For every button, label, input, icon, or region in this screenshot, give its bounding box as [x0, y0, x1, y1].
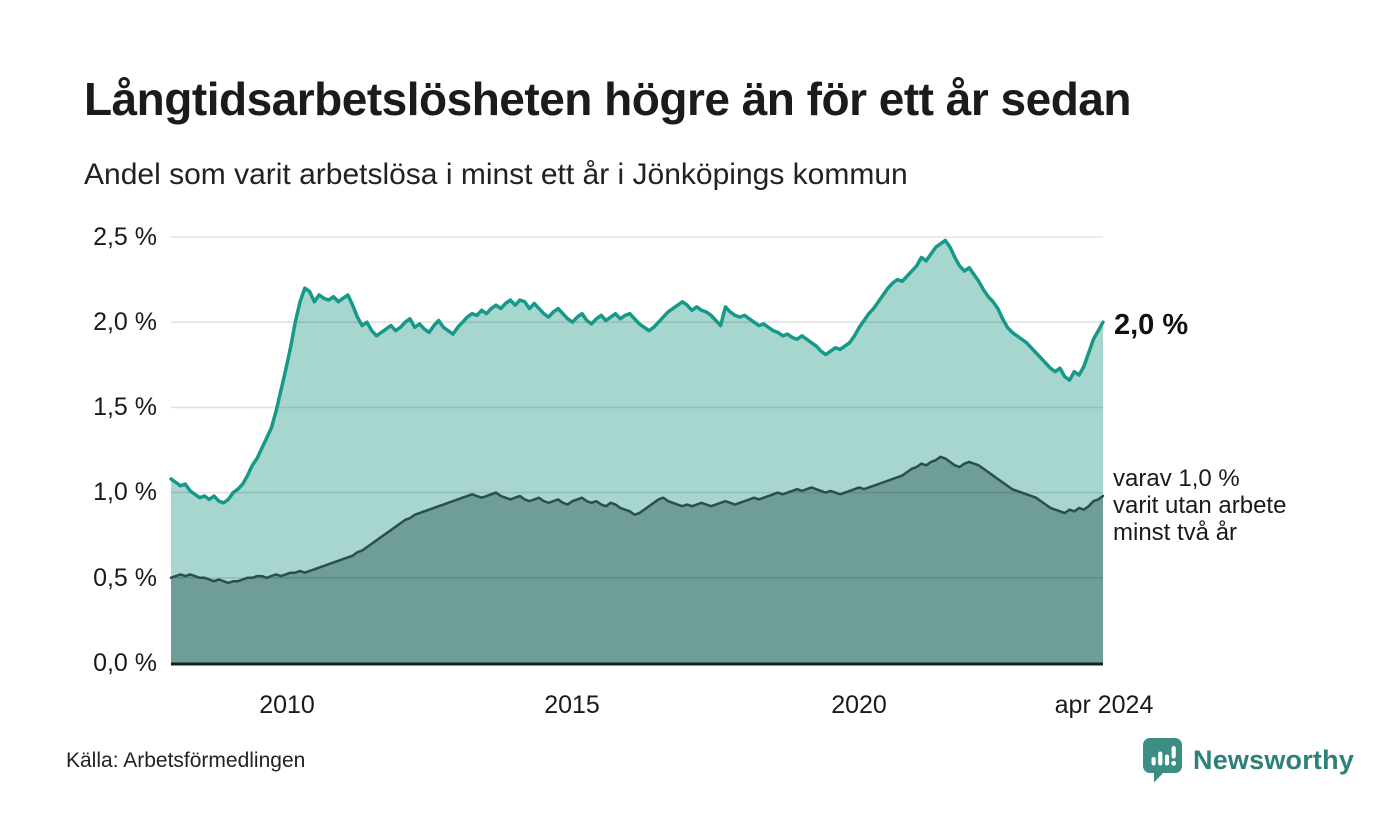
inner-series-annotation: varav 1,0 % varit utan arbete minst två …	[1113, 465, 1286, 546]
bar-chart-speech-bubble-icon	[1143, 738, 1182, 783]
y-tick-label: 0,5 %	[93, 564, 157, 592]
area-series-2year	[171, 456, 1103, 663]
chart-title: Långtidsarbetslösheten högre än för ett …	[84, 73, 1131, 125]
annotation-line: varav 1,0 %	[1113, 465, 1240, 492]
newsworthy-wordmark: Newsworthy	[1193, 744, 1355, 775]
line-series-1year	[169, 238, 1105, 505]
source-text: Källa: Arbetsförmedlingen	[66, 749, 306, 772]
newsworthy-logo: Newsworthy	[1142, 737, 1354, 783]
grid-lines	[171, 236, 1103, 579]
y-tick-label: 1,5 %	[93, 393, 157, 421]
chart-subtitle: Andel som varit arbetslösa i minst ett å…	[84, 158, 908, 191]
x-tick-label: 2020	[831, 691, 887, 719]
x-tick-label: 2015	[544, 691, 600, 719]
end-value-label: 2,0 %	[1114, 309, 1189, 341]
annotation-line: varit utan arbete	[1113, 492, 1287, 519]
y-tick-label: 2,0 %	[93, 308, 157, 336]
y-tick-label: 2,5 %	[93, 223, 157, 251]
x-tick-label: apr 2024	[1054, 691, 1154, 719]
line-series-2year	[169, 455, 1105, 585]
x-tick-label: 2010	[259, 691, 315, 719]
y-tick-label: 0,0 %	[93, 649, 157, 677]
annotation-line: minst två år	[1113, 519, 1238, 546]
y-tick-label: 1,0 %	[93, 478, 157, 506]
